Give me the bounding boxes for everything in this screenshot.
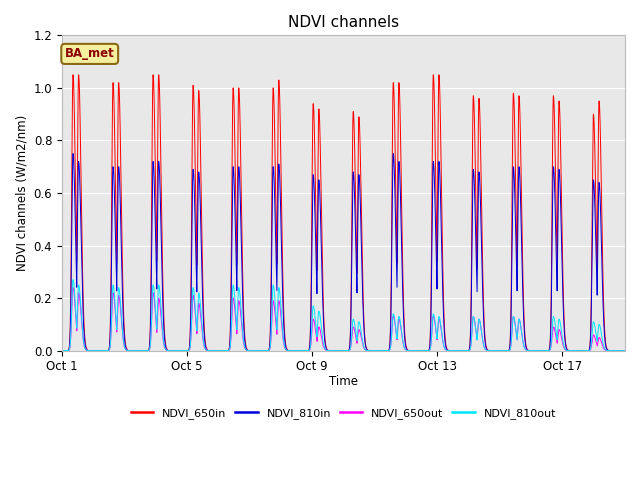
Text: BA_met: BA_met [65, 48, 115, 60]
NDVI_650out [191, 304, 198, 310]
NDVI_810out [387, 345, 394, 350]
Line: NDVI_650out: NDVI_650out [62, 288, 625, 350]
NDVI_650out [621, 348, 629, 353]
NDVI_650out [196, 308, 204, 313]
NDVI_810out [405, 348, 413, 353]
NDVI_810in [191, 204, 198, 209]
NDVI_650in [196, 128, 204, 133]
NDVI_650out [58, 348, 66, 353]
NDVI_810in [621, 348, 629, 353]
NDVI_650out [216, 348, 224, 353]
Legend: NDVI_650in, NDVI_810in, NDVI_650out, NDVI_810out: NDVI_650in, NDVI_810in, NDVI_650out, NDV… [127, 404, 561, 423]
NDVI_650out [405, 348, 413, 353]
NDVI_810in [196, 196, 204, 202]
NDVI_650in [621, 348, 629, 353]
NDVI_810in [387, 331, 394, 337]
Line: NDVI_810in: NDVI_810in [62, 154, 625, 350]
NDVI_650in [405, 348, 413, 353]
X-axis label: Time: Time [329, 375, 358, 388]
Line: NDVI_810out: NDVI_810out [62, 280, 625, 350]
NDVI_810out [58, 348, 66, 353]
NDVI_810in [58, 348, 66, 353]
NDVI_650out [387, 345, 394, 351]
Y-axis label: NDVI channels (W/m2/nm): NDVI channels (W/m2/nm) [15, 115, 28, 271]
NDVI_650in [216, 348, 224, 353]
NDVI_650out [354, 336, 362, 341]
NDVI_810out [196, 299, 204, 304]
NDVI_650in [69, 72, 77, 78]
NDVI_810in [405, 348, 413, 353]
NDVI_650in [58, 348, 66, 353]
NDVI_810in [69, 151, 77, 156]
NDVI_810in [216, 348, 224, 353]
NDVI_650in [387, 325, 394, 331]
NDVI_810out [69, 277, 77, 283]
NDVI_810out [191, 298, 198, 303]
Title: NDVI channels: NDVI channels [288, 15, 399, 30]
NDVI_650in [191, 137, 198, 143]
Line: NDVI_650in: NDVI_650in [62, 75, 625, 350]
NDVI_810out [354, 331, 362, 336]
NDVI_810out [216, 348, 224, 353]
NDVI_650out [69, 285, 77, 290]
NDVI_810in [354, 244, 362, 250]
NDVI_810out [621, 348, 629, 353]
NDVI_650in [354, 210, 362, 216]
